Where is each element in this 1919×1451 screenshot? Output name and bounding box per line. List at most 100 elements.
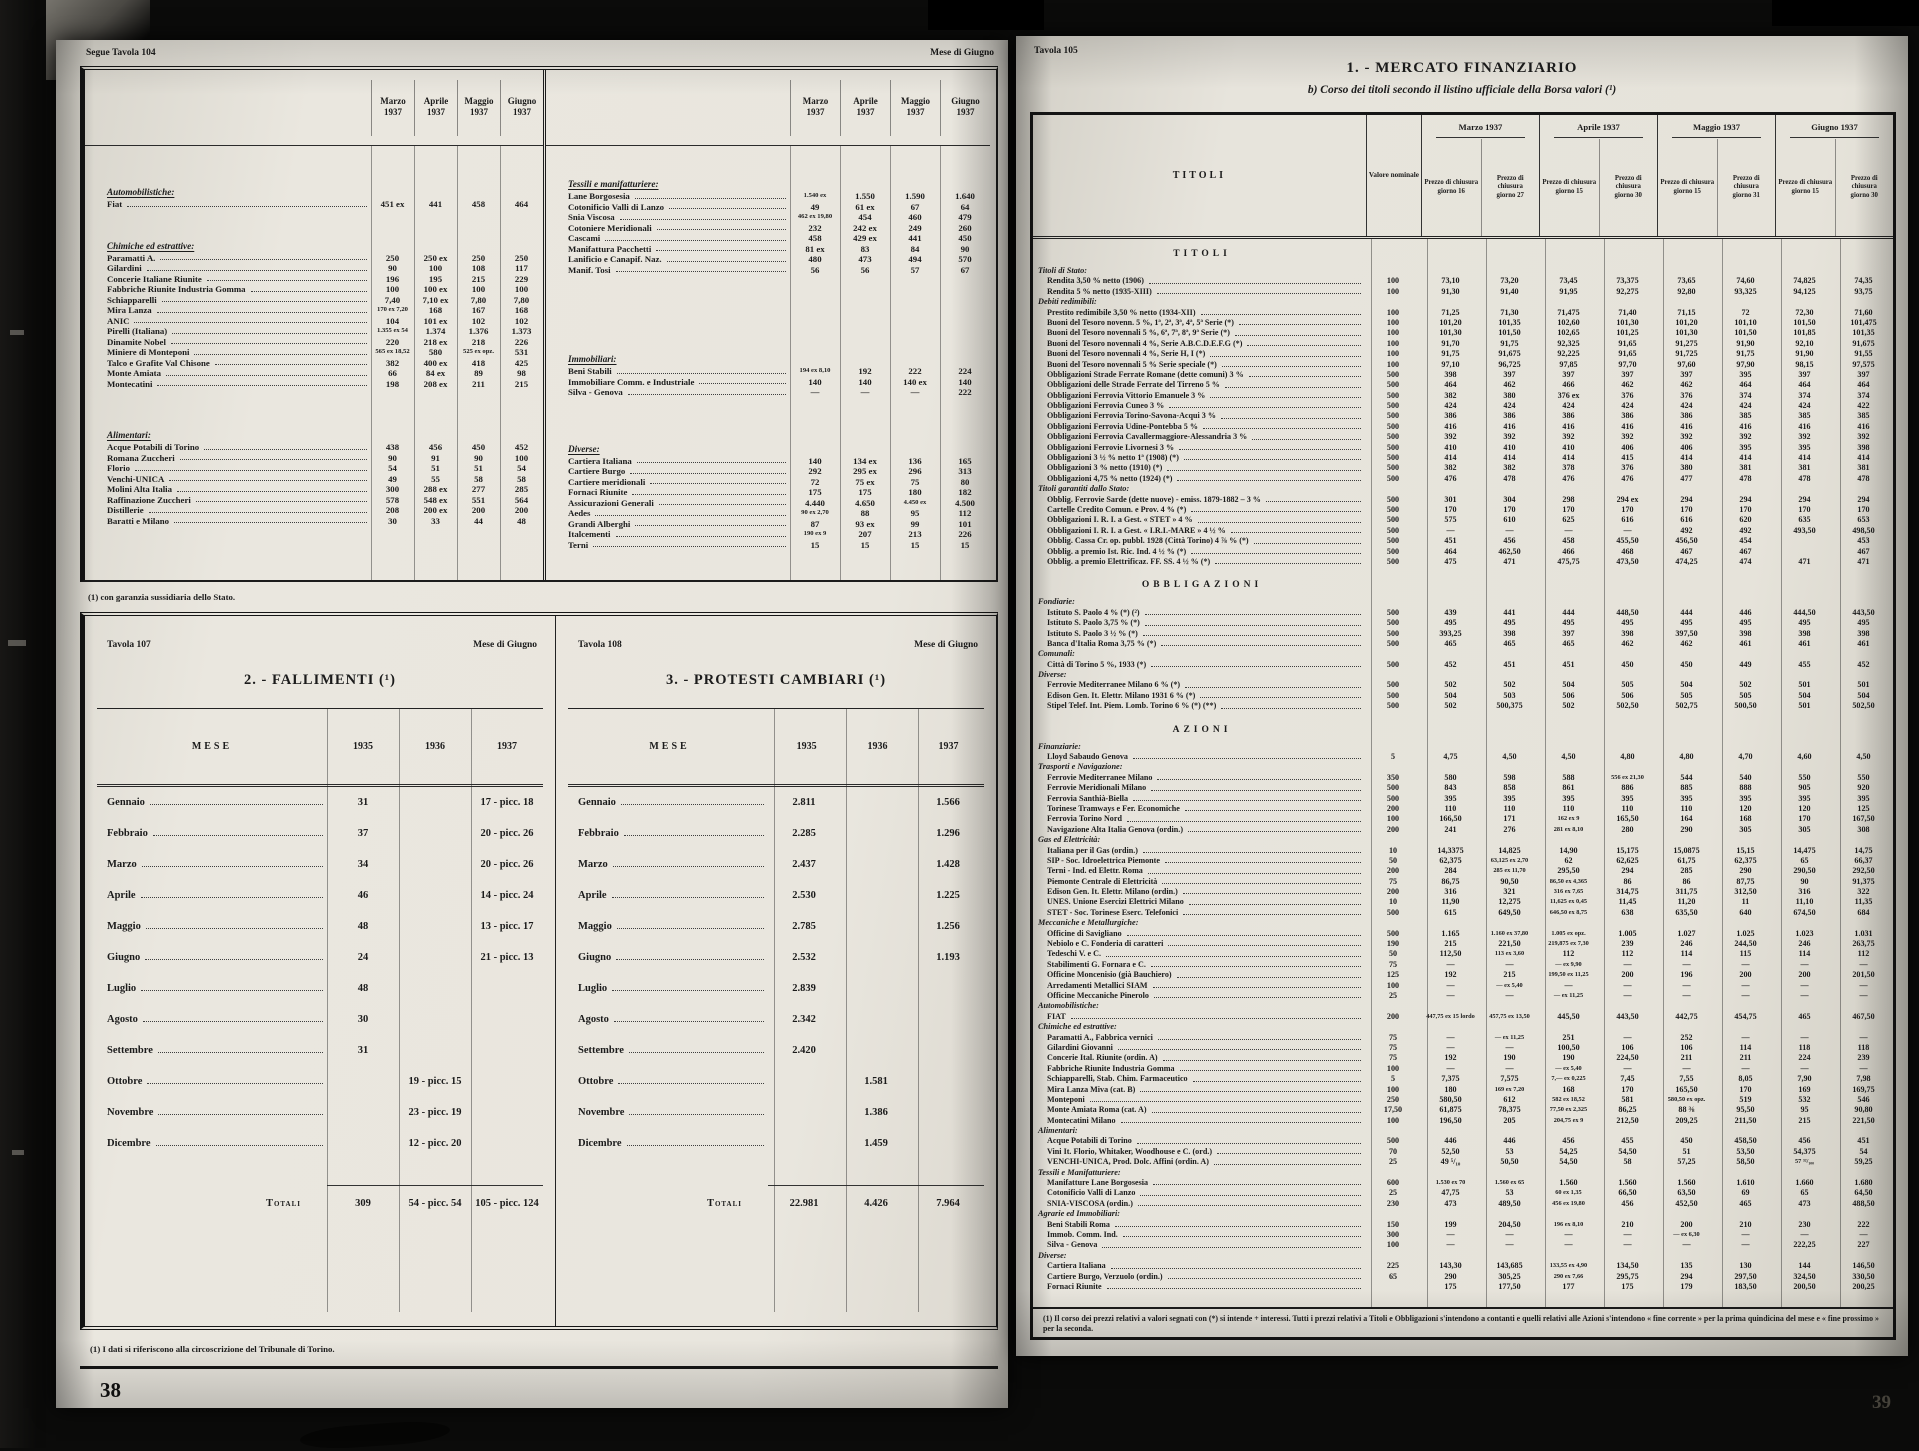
cell-nominal-value: 50 — [1388, 855, 1398, 865]
cell-value: 118 — [1857, 1042, 1870, 1052]
cell-value: 91 — [431, 452, 440, 463]
cell-value: 505 — [1739, 690, 1752, 700]
cell-value: 91,75 — [1500, 338, 1519, 348]
dotted-leader — [1234, 334, 1361, 336]
table-108-month-caption: Mese di Giugno — [914, 640, 978, 650]
cell-value: 451 — [1503, 659, 1516, 669]
table-108-caption: Tavola 108 — [578, 640, 622, 650]
cell-value: 84 ex — [425, 368, 446, 378]
cell-value: 1.025 — [1736, 928, 1755, 938]
cell-value: 1.031 — [1854, 928, 1873, 938]
cell-value: 381 — [1857, 463, 1870, 473]
table-row: Rendita 3,50 % netto (1906) 100 73,10 73,20… — [1033, 276, 1893, 286]
row-label: Navigazione Alta Italia Genova (ordin.) — [1047, 824, 1184, 834]
cell-nominal-value: 25 — [1388, 1188, 1398, 1198]
table-row: Istituto S. Paolo 4 % (*) (²) 500 439 441 44… — [1033, 608, 1893, 618]
column-rule — [1663, 239, 1664, 1307]
cell-value: 14,3375 — [1437, 845, 1464, 855]
cell-value: 2.285 — [792, 828, 816, 839]
table-row: Torinese Tramways e Fer. Economiche 200 11… — [1033, 804, 1893, 814]
cell-value: 130 — [1739, 1261, 1752, 1271]
dotted-leader — [174, 522, 367, 523]
year-label: 1937 — [956, 106, 975, 117]
row-label-wrap: Obbligazioni 3 % netto (1910) (*) — [1033, 463, 1365, 473]
dotted-leader — [140, 897, 323, 898]
row-label: Dinamite Nobel — [107, 336, 166, 347]
cell-value: 250 — [385, 252, 400, 263]
row-label: Giugno — [578, 952, 612, 963]
column-header-mese: MESE — [191, 741, 233, 752]
table-104-caption: Segue Tavola 104 — [86, 48, 156, 58]
table-row: Agosto 30 — [97, 1004, 543, 1035]
cell-value: 321 — [1503, 887, 1516, 897]
cell-nominal-value: 100 — [1386, 1084, 1400, 1094]
row-label: Banca d'Italia Roma 3,75 % (*) — [1047, 638, 1157, 648]
row-label-wrap: Piemonte Centrale di Elettricità — [1033, 877, 1365, 887]
table-row: Agosto 2.342 — [568, 1004, 984, 1035]
cell-value: 295 ex — [853, 466, 877, 476]
cell-value: 885 — [1680, 783, 1693, 793]
cell-value: 392 — [1444, 432, 1457, 442]
row-label-wrap: UNES. Unione Esercizi Elettrici Milano — [1033, 897, 1365, 907]
column-rule — [840, 146, 841, 580]
cell-value: 54,50 — [1618, 1146, 1637, 1156]
cell-value: 170 ex 7,20 — [377, 306, 408, 313]
cell-value: 56 — [860, 264, 870, 275]
cell-value: 380 — [1503, 390, 1516, 400]
cell-value: 612 — [1503, 1094, 1516, 1104]
row-label: Manifatture Lane Borgosesia — [1047, 1178, 1149, 1188]
section-heading: Tessili e manifatturiere: — [568, 179, 659, 189]
cell-value: 395 — [1798, 442, 1811, 452]
row-label-wrap: Lloyd Sabaudo Genova — [1033, 752, 1365, 762]
cell-value: 464 — [1444, 380, 1457, 390]
cell-value: 492 — [1739, 525, 1752, 535]
cell-value: 51 — [431, 463, 440, 473]
cell-value: 458 — [808, 233, 822, 243]
cell-value: 395 — [1798, 793, 1811, 803]
cell-value: 93 ex — [855, 518, 875, 529]
cell-value: 4.650 — [855, 497, 875, 508]
cell-value: — — [1741, 980, 1750, 990]
cell-value: 100,50 — [1557, 1042, 1580, 1052]
cell-value: 222,25 — [1793, 1240, 1816, 1250]
row-label: Talco e Grafite Val Chisone — [107, 357, 210, 368]
cell-value: 87,75 — [1736, 876, 1755, 886]
cell-value: 97,60 — [1677, 359, 1696, 369]
row-label-wrap: Obblig. a premio Ist. Ric. Ind. 4 ½ % (*… — [1033, 547, 1365, 557]
day-headers: Prezzo di chiusura giorno 16 Prezzo di chi… — [1422, 139, 1539, 236]
cell-value: 456 — [1798, 1136, 1811, 1146]
section-heading: Immobiliari: — [568, 354, 617, 364]
dotted-leader — [141, 990, 323, 991]
cell-nominal-value: 500 — [1386, 546, 1400, 556]
cell-value: 501 — [1798, 680, 1811, 690]
row-label-wrap: Marzo — [568, 859, 768, 870]
row-label: Obbligazioni I. R. I. a Gest. « I.R.I.-M… — [1047, 525, 1226, 535]
row-label-wrap: Terni - Ind. ed Elettr. Roma — [1033, 866, 1365, 876]
dotted-leader — [1126, 820, 1361, 822]
dotted-leader — [1169, 407, 1361, 409]
row-label: Florio — [107, 463, 130, 473]
cell-value: 570 — [958, 254, 972, 264]
table-row: Fabbriche Riunite Industria Gomma 100 100 … — [85, 284, 543, 295]
table-row: Ottobre 1.581 — [568, 1066, 984, 1097]
cell-value: 406 — [1680, 442, 1693, 452]
table-row: Romana Zuccheri 90 91 90 100 — [85, 453, 543, 464]
cell-value: 101,30 — [1675, 328, 1698, 338]
cell-value: 211,50 — [1734, 1115, 1757, 1125]
cell-value: 162 ex 9 — [1557, 815, 1580, 823]
group-row: Fondiarie: — [1033, 597, 1893, 607]
cell-value: 120 — [1739, 803, 1752, 813]
cell-value: 276 — [1503, 824, 1516, 834]
group-row: Diverse: — [1033, 1251, 1893, 1261]
table-107-title: 2. - FALLIMENTI (¹) — [244, 672, 396, 688]
table-row: Cotoniere Meridionali 232 242 ex 249 260 — [546, 223, 990, 234]
row-label-wrap: Luglio — [97, 983, 327, 994]
row-label: Febbraio — [578, 828, 619, 839]
cell-value: 91,40 — [1500, 286, 1519, 296]
day-headers: Prezzo di chiusura giorno 15 Prezzo di chi… — [1540, 139, 1657, 236]
dotted-leader — [1217, 1153, 1361, 1155]
row-label: Mira Lanza Miva (cat. B) — [1047, 1084, 1136, 1094]
dotted-leader — [634, 197, 786, 199]
row-label: Prestito redimibile 3,50 % netto (1934-X… — [1047, 307, 1196, 317]
cell-value: 12 - picc. 20 — [408, 1138, 462, 1149]
